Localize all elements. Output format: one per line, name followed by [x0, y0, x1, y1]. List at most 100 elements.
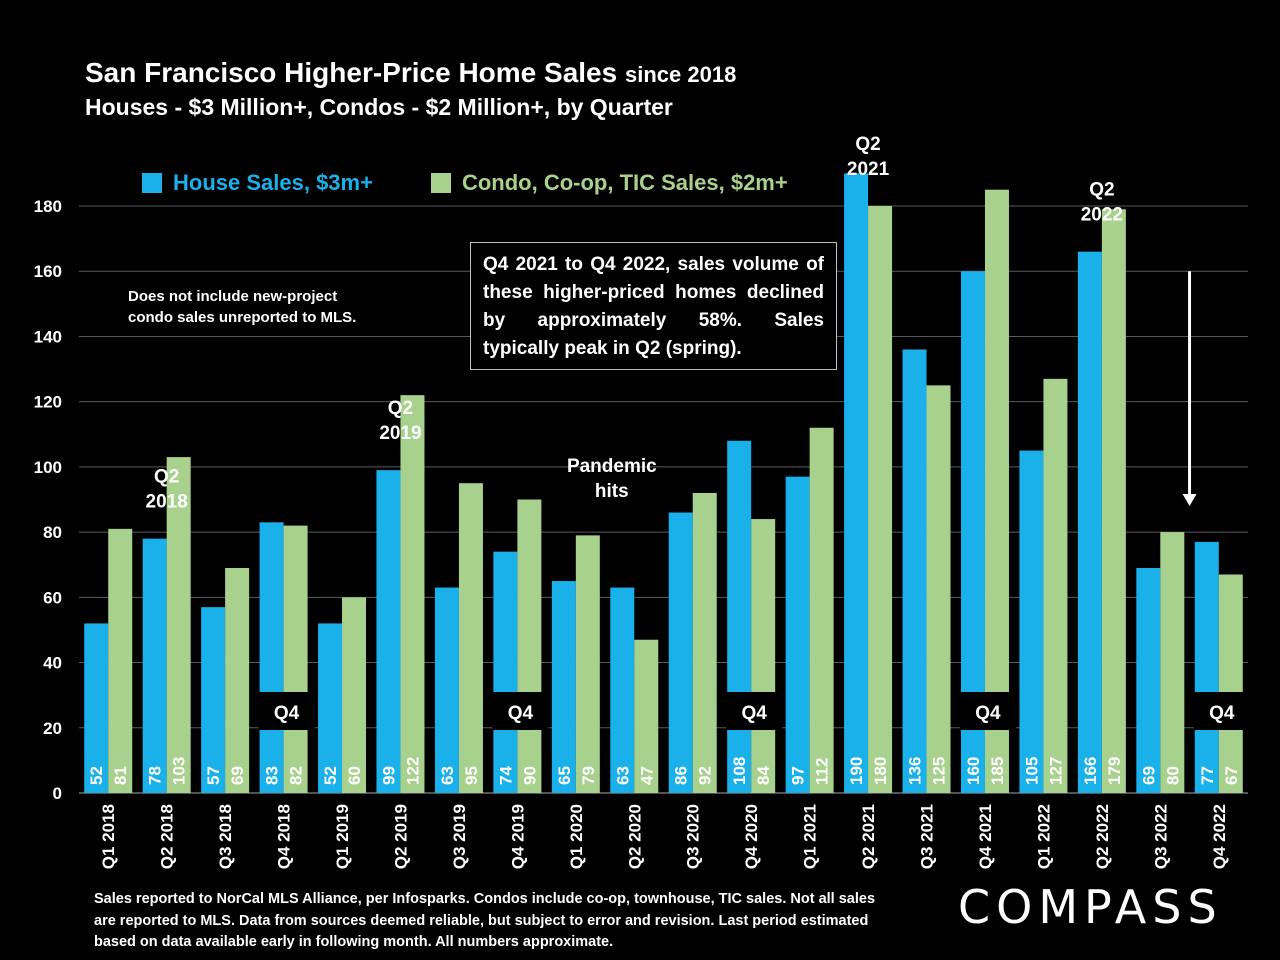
bar-annotation: Pandemic — [567, 456, 657, 477]
bar-condo — [1218, 574, 1243, 793]
bar-annotation: Q2 — [1089, 180, 1114, 201]
data-label-house: 136 — [906, 757, 925, 785]
bar-house — [1136, 567, 1161, 793]
data-label-house: 57 — [204, 766, 223, 785]
bar-condo — [400, 395, 425, 793]
bar-condo — [1101, 209, 1126, 793]
bar-house — [318, 623, 343, 793]
y-tick-label: 160 — [34, 262, 62, 281]
bar-annotation: 2021 — [847, 159, 890, 180]
x-tick-label: Q3 2020 — [684, 804, 703, 869]
bar-annotation: hits — [595, 481, 629, 502]
chart-title: San Francisco Higher-Price Home Sales si… — [85, 57, 736, 89]
x-tick-label: Q4 2021 — [976, 804, 995, 869]
bar-condo — [575, 535, 600, 793]
q4-box — [258, 692, 315, 730]
bar-house — [902, 349, 927, 793]
bar-annotation: 2018 — [146, 492, 188, 513]
bar-house — [1194, 541, 1219, 793]
x-tick-label: Q4 2019 — [508, 804, 527, 869]
legend-item-condo: Condo, Co-op, TIC Sales, $2m+ — [430, 170, 788, 196]
bar-house — [142, 538, 167, 793]
x-tick-label: Q1 2022 — [1034, 804, 1053, 869]
compass-logo: COMPASS — [958, 880, 1223, 934]
data-label-condo: 67 — [1222, 766, 1241, 785]
bar-house — [84, 623, 109, 793]
data-label-condo: 47 — [637, 766, 656, 785]
data-label-house: 166 — [1081, 757, 1100, 785]
bar-annotation: Q2 — [154, 467, 179, 488]
data-label-condo: 122 — [403, 757, 422, 785]
bar-annotation: 2022 — [1081, 205, 1123, 226]
x-tick-label: Q3 2019 — [450, 804, 469, 869]
q4-label: Q4 — [741, 703, 767, 724]
bar-condo — [868, 206, 893, 793]
data-label-condo: 81 — [111, 766, 130, 785]
bar-condo — [926, 385, 951, 793]
data-label-house: 160 — [964, 757, 983, 785]
legend-swatch-condo — [430, 173, 451, 193]
data-label-house: 74 — [496, 766, 515, 785]
legend-label-condo: Condo, Co-op, TIC Sales, $2m+ — [461, 170, 788, 195]
bar-house — [551, 581, 576, 793]
chart-title-since: since 2018 — [625, 62, 737, 87]
data-label-house: 63 — [613, 766, 632, 785]
bar-condo — [1043, 378, 1068, 793]
bar-condo — [692, 492, 717, 793]
data-label-condo: 103 — [170, 757, 189, 785]
q4-box — [492, 692, 549, 730]
bar-condo — [809, 427, 834, 793]
data-label-condo: 112 — [813, 758, 832, 785]
x-tick-label: Q3 2018 — [216, 804, 235, 869]
data-label-house: 99 — [379, 766, 398, 785]
bar-condo — [1160, 532, 1185, 793]
data-label-house: 105 — [1022, 757, 1041, 785]
x-tick-label: Q1 2020 — [567, 804, 586, 869]
data-label-condo: 82 — [287, 766, 306, 785]
y-tick-label: 180 — [34, 197, 62, 216]
bar-house — [785, 476, 810, 793]
q4-label: Q4 — [975, 703, 1001, 724]
bar-condo — [458, 483, 483, 793]
chart-title-main: San Francisco Higher-Price Home Sales — [85, 57, 618, 88]
bar-condo — [342, 597, 367, 793]
q4-box — [726, 692, 783, 730]
x-tick-label: Q2 2020 — [625, 804, 644, 869]
bar-annotation: Q2 — [855, 134, 880, 155]
x-tick-label: Q3 2022 — [1151, 804, 1170, 869]
q4-label: Q4 — [274, 703, 300, 724]
bar-house — [201, 607, 226, 793]
q4-label: Q4 — [508, 703, 534, 724]
data-label-condo: 125 — [930, 757, 949, 785]
data-label-house: 190 — [847, 757, 866, 785]
bar-condo — [225, 567, 250, 793]
bar-house — [259, 522, 284, 793]
legend-item-house: House Sales, $3m+ — [142, 170, 373, 196]
bar-house — [610, 587, 635, 793]
q4-label: Q4 — [1209, 703, 1235, 724]
data-label-condo: 80 — [1163, 766, 1182, 785]
bar-condo — [166, 457, 191, 793]
bar-condo — [517, 499, 542, 793]
chart-subtitle: Houses - $3 Million+, Condos - $2 Millio… — [85, 94, 673, 120]
data-label-house: 69 — [1139, 766, 1158, 785]
y-tick-label: 120 — [34, 393, 62, 412]
data-label-house: 52 — [87, 766, 106, 785]
y-tick-label: 0 — [53, 784, 62, 803]
bar-condo — [108, 528, 133, 793]
bar-condo — [751, 519, 776, 793]
x-tick-label: Q4 2018 — [275, 804, 294, 869]
bar-house — [844, 173, 869, 793]
data-label-house: 52 — [321, 766, 340, 785]
q4-box — [1193, 692, 1250, 730]
footer-source-note: Sales reported to NorCal MLS Alliance, p… — [94, 891, 876, 950]
x-tick-label: Q4 2020 — [742, 804, 761, 869]
bar-house — [1019, 450, 1044, 793]
data-label-house: 108 — [730, 757, 749, 785]
y-tick-label: 60 — [43, 588, 62, 607]
y-tick-label: 40 — [43, 654, 62, 673]
data-label-condo: 179 — [1105, 757, 1124, 785]
x-tick-label: Q4 2022 — [1210, 804, 1229, 869]
data-label-condo: 92 — [696, 766, 715, 785]
data-label-condo: 90 — [520, 766, 539, 785]
